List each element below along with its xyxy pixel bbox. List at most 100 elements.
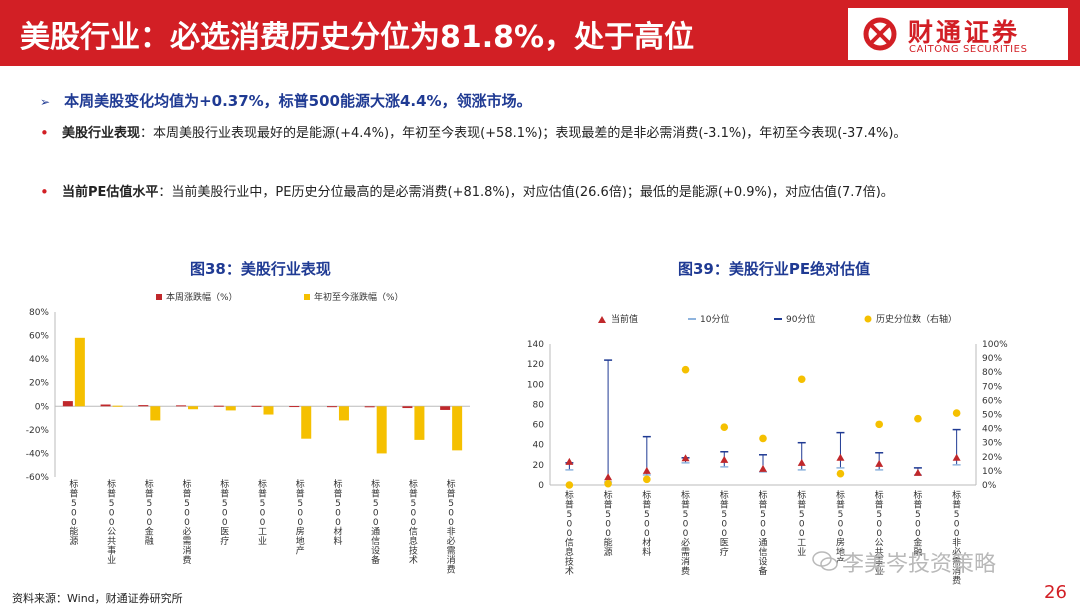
bullet-text: ：当前美股行业中，PE历史分位最高的是必需消费(+81.8%)，对应估值(26.…: [158, 185, 894, 200]
y-tick-label: 60%: [29, 332, 49, 342]
logo-chinese-name: 财通证券: [908, 18, 1021, 47]
legend-label-p90: 90分位: [786, 313, 815, 325]
pct-dot: [565, 481, 574, 489]
bar-ytd: [452, 406, 463, 451]
y-tick-label: 100: [527, 380, 544, 390]
y-tick-label: 120: [527, 360, 544, 370]
y-tick-label: -40%: [26, 449, 50, 459]
x-category-label: 标普 5 0 0 金融: [145, 478, 154, 547]
pct-dot: [836, 469, 845, 478]
current-marker: [681, 454, 690, 462]
page-title: 美股行业：必选消费历史分位为81.8%，处于高位: [20, 20, 695, 55]
y-tick-label: 80%: [29, 308, 49, 318]
x-category-label: 标普 5 0 0 医疗: [220, 478, 229, 547]
x-category-label: 标普 5 0 0 公共事业: [107, 478, 116, 566]
current-marker: [797, 458, 806, 466]
y2-tick-label: 80%: [982, 368, 1002, 378]
bar-week: [440, 406, 451, 410]
industry-pe-chart: 140 120 100 80 60 40 20 0 100% 90% 80% 70% 60% 50% 40%…: [527, 313, 1008, 587]
x-category-label: 标普 5 0 0 公共事业: [875, 489, 884, 577]
x-category-label: 标普 5 0 0 非必需消费: [952, 489, 961, 587]
bar-ytd: [225, 406, 236, 411]
bar-ytd: [414, 406, 425, 440]
key-headline: ➢ 本周美股变化均值为+0.37%，标普500能源大涨4.4%，领涨市场。: [40, 90, 532, 111]
legend-marker-current: [598, 316, 606, 323]
bullet-text: ：本周美股行业表现最好的是能源(+4.4%)，年初至今表现(+58.1%)；表现…: [140, 126, 907, 141]
pct-dot: [875, 420, 883, 429]
watermark: 李美岑投资策略: [812, 546, 996, 578]
bar-week: [402, 406, 413, 409]
x-category-label: 标普 5 0 0 必需消费: [183, 478, 192, 566]
bar-ytd: [376, 406, 387, 454]
x-category-label: 标普 5 0 0 工业: [258, 478, 267, 547]
y-tick-label: 0: [538, 481, 544, 491]
y2-tick-label: 100%: [982, 340, 1008, 350]
legend-label-pct: 历史分位数（右轴）: [876, 313, 957, 325]
arrow-bullet-icon: ➢: [40, 95, 51, 109]
bar-week: [364, 406, 375, 408]
title-bar: 美股行业：必选消费历史分位为81.8%，处于高位 财通证券 CAITONG SE…: [0, 0, 1080, 66]
pct-dot: [720, 423, 729, 431]
current-marker: [720, 455, 729, 463]
x-category-label: 标普 5 0 0 材料: [642, 489, 651, 558]
y2-tick-label: 10%: [982, 467, 1002, 477]
legend-label-ytd: 年初至今涨跌幅（%）: [314, 291, 404, 303]
bar-ytd: [74, 337, 85, 407]
bar-ytd: [112, 405, 123, 407]
bar-ytd: [263, 406, 274, 415]
bar-week: [213, 405, 224, 407]
x-category-label: 标普 5 0 0 房地产: [296, 478, 305, 557]
bullet-label: 当前PE估值水平: [62, 185, 159, 200]
bar-week: [100, 404, 111, 407]
bar-week: [176, 405, 187, 407]
bar-ytd: [301, 406, 312, 439]
legend-swatch-week: [156, 294, 162, 300]
bar-ytd: [150, 406, 161, 421]
bar-week: [251, 405, 262, 407]
bar-week: [326, 406, 337, 408]
bar-week: [289, 406, 300, 408]
pct-dot: [952, 409, 961, 417]
x-category-label: 标普 5 0 0 工业: [797, 489, 806, 558]
bullet-performance: • 美股行业表现：本周美股行业表现最好的是能源(+4.4%)，年初至今表现(+5…: [40, 122, 1050, 145]
x-category-label: 标普 5 0 0 非必需消费: [447, 478, 456, 576]
y-tick-label: 20: [533, 461, 545, 471]
y2-tick-label: 40%: [982, 425, 1002, 435]
y-tick-label: -60%: [26, 473, 50, 483]
current-marker: [604, 473, 613, 481]
y2-tick-label: 30%: [982, 439, 1002, 449]
y2-tick-label: 60%: [982, 396, 1002, 406]
x-category-label: 标普 5 0 0 通信设备: [758, 489, 767, 577]
x-category-label: 标普 5 0 0 房地产: [836, 489, 845, 568]
x-category-label: 标普 5 0 0 通信设备: [371, 478, 380, 566]
headline-text: 本周美股变化均值为+0.37%，标普500能源大涨4.4%，领涨市场。: [64, 92, 532, 110]
caitong-logo-icon: [863, 17, 897, 51]
legend-label-p10: 10分位: [700, 313, 729, 325]
x-category-label: 标普 5 0 0 信息技术: [565, 489, 574, 577]
legend-label-week: 本周涨跌幅（%）: [166, 291, 238, 303]
current-marker: [952, 453, 961, 461]
bullet-dot-icon: •: [40, 183, 49, 201]
y2-tick-label: 20%: [982, 453, 1002, 463]
bullet-label: 美股行业表现: [62, 126, 141, 141]
bullet-valuation: • 当前PE估值水平：当前美股行业中，PE历史分位最高的是必需消费(+81.8%…: [40, 181, 1050, 204]
pct-dot: [797, 375, 806, 384]
page-number: 26: [1044, 582, 1067, 603]
x-category-label: 标普 5 0 0 医疗: [720, 489, 729, 558]
y2-tick-label: 0%: [982, 481, 997, 491]
figure-38-title: 图38：美股行业表现: [190, 260, 331, 278]
source-note: 资料来源：Wind，财通证券研究所: [12, 592, 183, 605]
industry-performance-chart: 80% 60% 40% 20% 0% -20% -40% -60% 本周涨跌幅（%） 年初至今涨跌…: [26, 291, 470, 576]
pct-dot: [759, 434, 767, 443]
bar-ytd: [188, 406, 199, 410]
y-tick-label: 40: [533, 441, 545, 451]
x-category-label: 标普 5 0 0 金融: [913, 489, 922, 558]
figure-39-title: 图39：美股行业PE绝对估值: [678, 260, 871, 278]
legend-marker-pct: [864, 315, 872, 323]
x-category-label: 标普 5 0 0 材料: [333, 478, 342, 547]
watermark-text: 李美岑投资策略: [842, 552, 997, 577]
bar-week: [62, 401, 73, 407]
y2-tick-label: 50%: [982, 411, 1002, 421]
legend-swatch-ytd: [304, 294, 310, 300]
y-tick-label: 0%: [35, 402, 50, 412]
